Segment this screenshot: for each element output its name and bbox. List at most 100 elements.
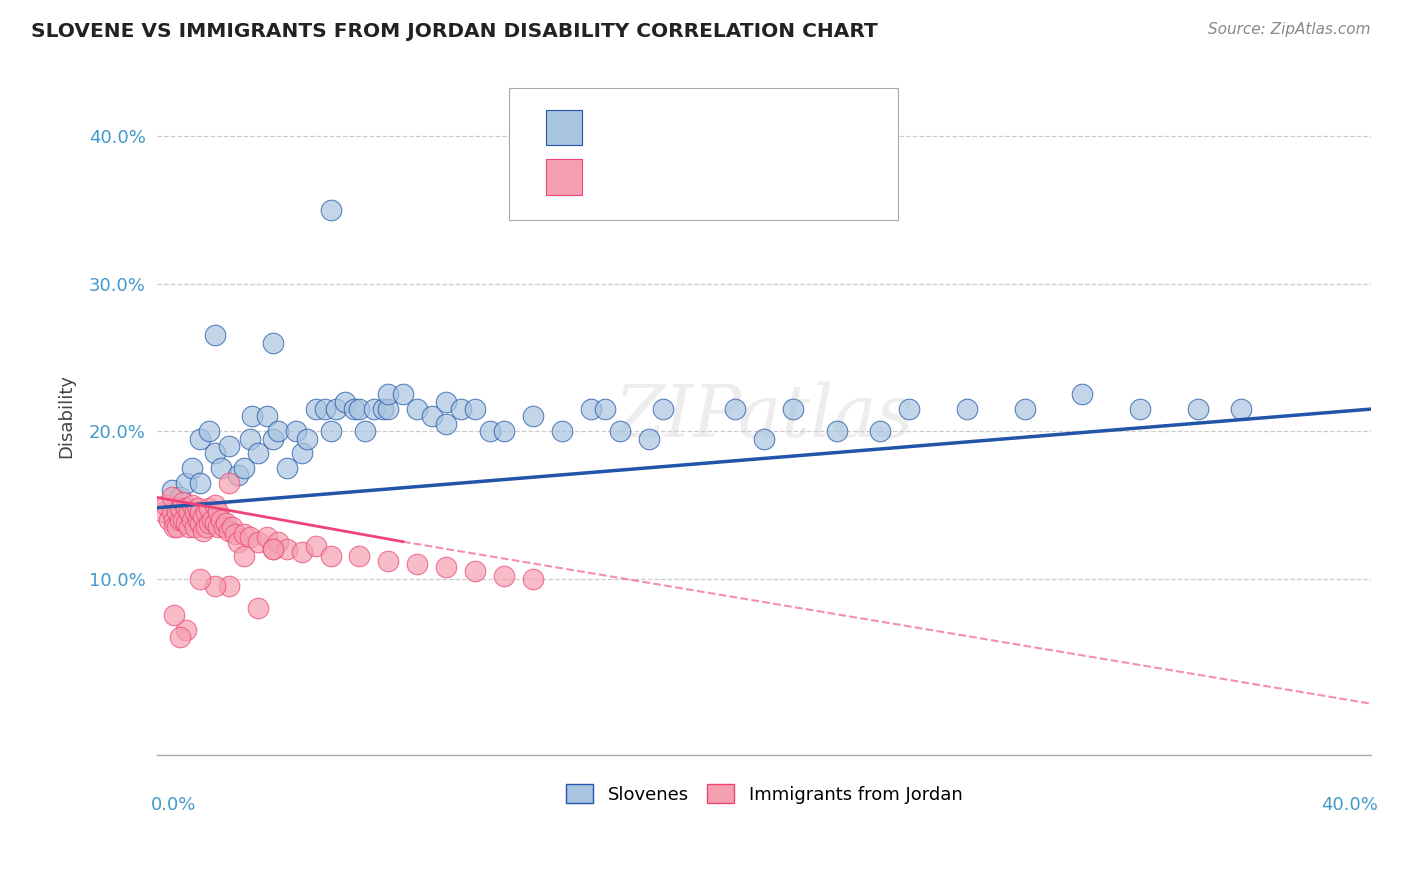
Point	[256, 530, 278, 544]
Point	[406, 402, 429, 417]
Point	[190, 572, 212, 586]
Point	[363, 402, 385, 417]
Point	[956, 402, 979, 417]
Point	[152, 505, 174, 519]
Point	[1187, 402, 1209, 417]
Point	[190, 505, 212, 519]
Point	[267, 424, 290, 438]
Point	[897, 402, 920, 417]
Point	[305, 539, 328, 553]
Point	[262, 432, 284, 446]
Point	[186, 512, 208, 526]
Point	[207, 520, 229, 534]
Bar	[546, 160, 582, 194]
Text: Source: ZipAtlas.com: Source: ZipAtlas.com	[1208, 22, 1371, 37]
Point	[652, 402, 675, 417]
Point	[172, 495, 194, 509]
Point	[354, 424, 377, 438]
Point	[163, 520, 186, 534]
FancyBboxPatch shape	[509, 87, 898, 219]
Point	[226, 468, 249, 483]
Point	[319, 424, 342, 438]
Point	[218, 475, 240, 490]
Point	[174, 500, 197, 515]
Point	[522, 572, 544, 586]
Point	[262, 542, 284, 557]
Point	[163, 512, 186, 526]
Point	[420, 409, 443, 424]
Point	[232, 527, 254, 541]
Text: 0.0%: 0.0%	[150, 796, 197, 814]
Point	[204, 446, 226, 460]
Point	[232, 461, 254, 475]
Point	[343, 402, 366, 417]
Point	[551, 424, 574, 438]
Point	[325, 402, 347, 417]
Point	[239, 530, 262, 544]
Point	[593, 402, 616, 417]
Point	[609, 424, 631, 438]
Point	[155, 498, 177, 512]
Point	[207, 505, 229, 519]
Point	[174, 623, 197, 637]
Point	[195, 520, 218, 534]
Point	[267, 534, 290, 549]
Point	[434, 394, 457, 409]
Point	[209, 461, 232, 475]
Point	[305, 402, 328, 417]
Point	[183, 505, 205, 519]
Point	[392, 387, 415, 401]
Point	[377, 554, 399, 568]
Text: SLOVENE VS IMMIGRANTS FROM JORDAN DISABILITY CORRELATION CHART: SLOVENE VS IMMIGRANTS FROM JORDAN DISABI…	[31, 22, 877, 41]
Point	[198, 424, 221, 438]
Point	[160, 505, 183, 519]
Point	[177, 505, 200, 519]
Point	[291, 446, 314, 460]
Point	[209, 512, 232, 526]
Point	[169, 491, 191, 505]
Point	[169, 512, 191, 526]
Point	[224, 527, 246, 541]
Point	[377, 387, 399, 401]
Point	[754, 432, 776, 446]
Point	[193, 509, 215, 524]
Point	[180, 512, 202, 526]
Point	[183, 520, 205, 534]
Point	[1230, 402, 1253, 417]
Point	[724, 402, 747, 417]
Point	[1071, 387, 1094, 401]
Point	[198, 516, 221, 530]
Point	[215, 516, 238, 530]
Point	[291, 545, 314, 559]
Point	[1014, 402, 1036, 417]
Point	[190, 475, 212, 490]
Point	[218, 579, 240, 593]
Point	[169, 631, 191, 645]
Point	[157, 512, 180, 526]
Point	[232, 549, 254, 564]
Point	[314, 402, 336, 417]
Point	[174, 516, 197, 530]
Point	[212, 520, 235, 534]
Legend: Slovenes, Immigrants from Jordan: Slovenes, Immigrants from Jordan	[560, 777, 970, 811]
Point	[333, 394, 356, 409]
Point	[377, 402, 399, 417]
Point	[198, 500, 221, 515]
Point	[180, 461, 202, 475]
Point	[256, 409, 278, 424]
Point	[204, 328, 226, 343]
Point	[218, 524, 240, 539]
Point	[160, 491, 183, 505]
Point	[226, 534, 249, 549]
Point	[186, 500, 208, 515]
Point	[349, 549, 371, 564]
Point	[276, 461, 298, 475]
Y-axis label: Disability: Disability	[58, 375, 75, 458]
Point	[204, 498, 226, 512]
Point	[1129, 402, 1152, 417]
Point	[201, 512, 224, 526]
Point	[825, 424, 848, 438]
Point	[492, 424, 515, 438]
Text: R = -0.201: R = -0.201	[596, 167, 720, 186]
Point	[262, 542, 284, 557]
